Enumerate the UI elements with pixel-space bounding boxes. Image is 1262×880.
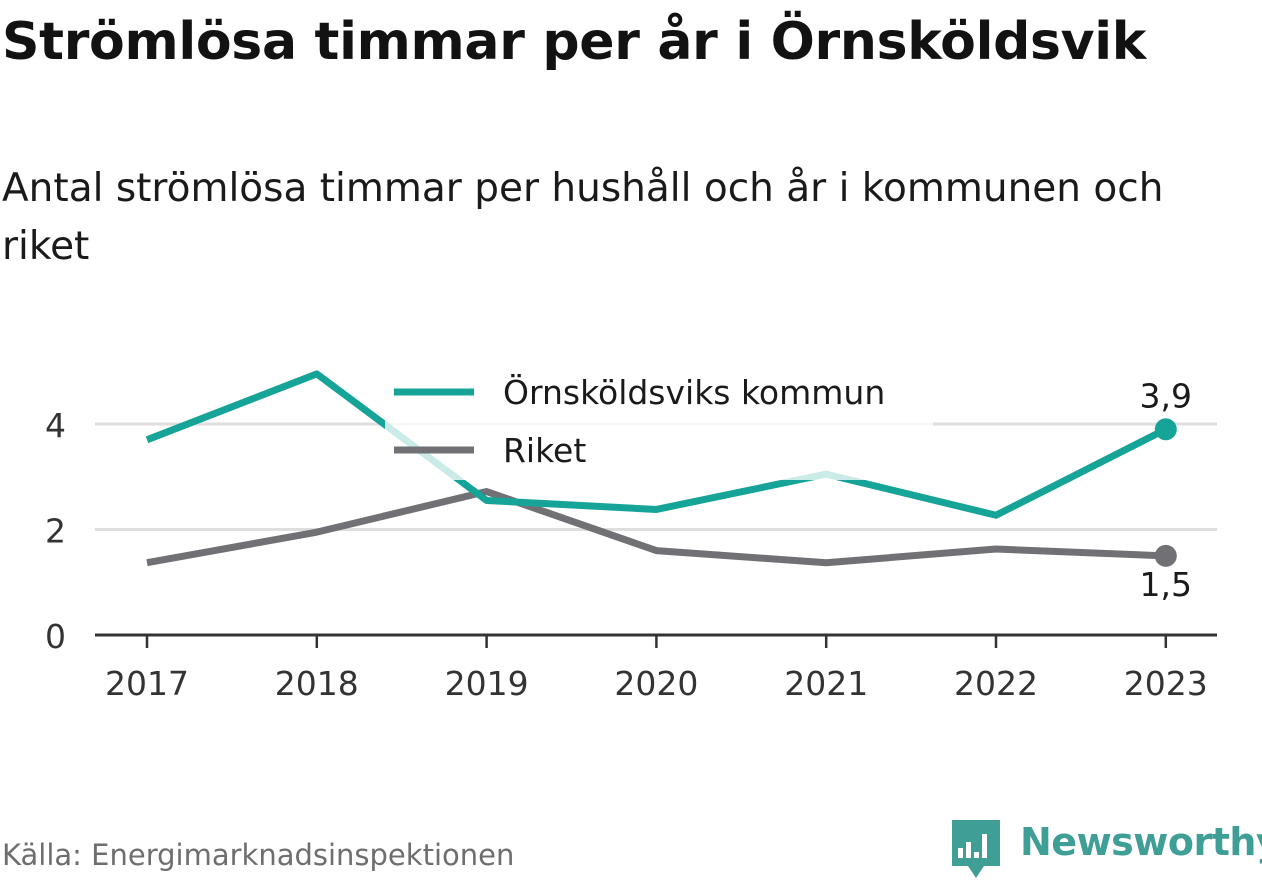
x-tick-label: 2017 — [105, 664, 189, 703]
x-tick-label: 2022 — [954, 664, 1038, 703]
end-point-marker — [1154, 544, 1177, 567]
series-line — [145, 370, 1168, 519]
brand-name: Newsworthy — [1020, 820, 1262, 864]
newsworthy-logo-icon — [952, 820, 1000, 878]
chart-subtitle: Antal strömlösa timmar per hushåll och å… — [2, 166, 1164, 269]
x-tick-label: 2018 — [275, 664, 359, 703]
x-tick-label: 2023 — [1124, 664, 1208, 703]
y-tick-label: 0 — [45, 617, 66, 656]
x-tick-label: 2019 — [445, 664, 529, 703]
legend-box — [385, 362, 933, 480]
end-value-label: 3,9 — [1140, 376, 1192, 415]
chart-title: Strömlösa timmar per år i Örnsköldsvik — [2, 12, 1147, 72]
end-value-label: 1,5 — [1140, 565, 1192, 604]
brand-logo: Newsworthy — [950, 818, 1262, 878]
y-tick-label: 2 — [45, 512, 66, 551]
x-tick-label: 2020 — [614, 664, 698, 703]
y-tick-label: 4 — [45, 406, 66, 445]
end-point-marker — [1154, 418, 1177, 441]
source-note: Källa: Energimarknadsinspektionen — [2, 838, 515, 872]
series-line — [146, 488, 1166, 567]
legend-label: Riket — [503, 431, 586, 470]
legend-label: Örnsköldsviks kommun — [503, 372, 885, 412]
x-tick-label: 2021 — [784, 664, 868, 703]
